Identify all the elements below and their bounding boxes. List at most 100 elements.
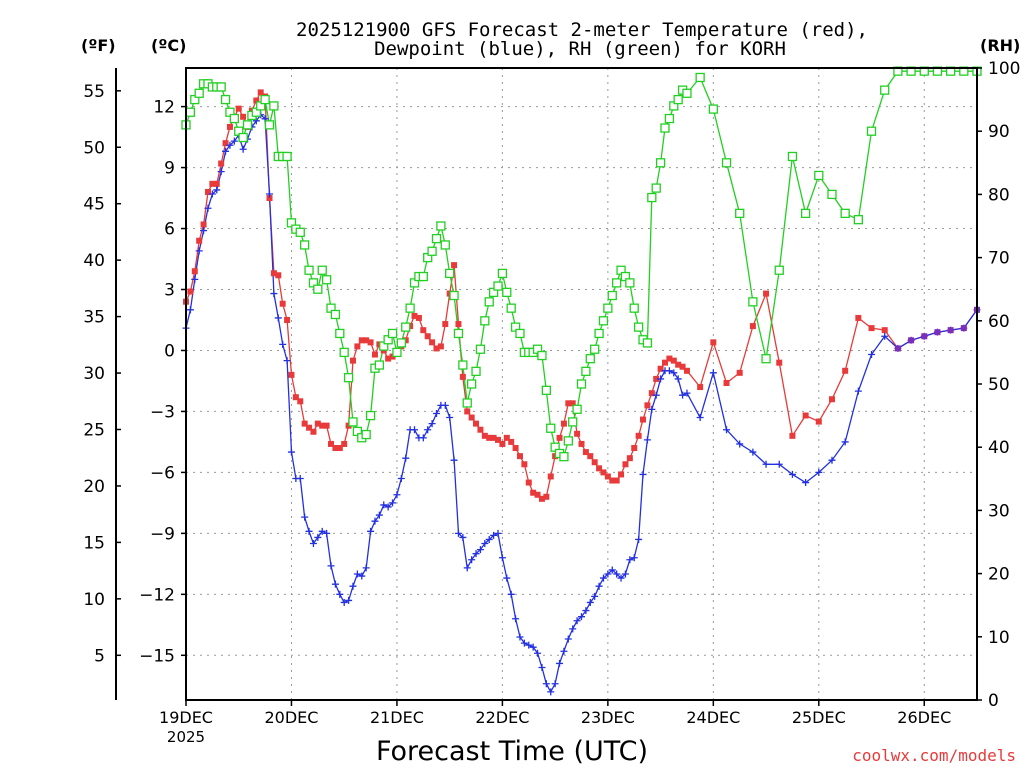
dew-point-48 xyxy=(393,491,401,499)
dew-point-114 xyxy=(683,389,691,397)
temp-point-92 xyxy=(587,453,594,460)
dew-point-59 xyxy=(441,401,449,409)
rh-point-91 xyxy=(581,366,591,377)
rh-tick-label-2: 80 xyxy=(988,185,1010,205)
temp-point-28 xyxy=(306,424,313,431)
dew-point-36 xyxy=(340,598,348,606)
rh-tick-label-3: 70 xyxy=(988,249,1010,269)
rh-tick-label-4: 60 xyxy=(988,312,1010,332)
temp-point-82 xyxy=(543,493,550,500)
dew-point-97 xyxy=(608,566,616,574)
temp-point-127 xyxy=(855,314,862,321)
rh-unit-label: (RH) xyxy=(980,36,1020,55)
temp-point-89 xyxy=(574,430,581,437)
dew-point-34 xyxy=(331,580,339,588)
rh-tick-label-8: 20 xyxy=(988,565,1010,585)
dew-point-2 xyxy=(191,275,199,283)
temp-point-85 xyxy=(556,434,563,441)
temp-point-70 xyxy=(490,434,497,441)
dew-point-92 xyxy=(586,598,594,606)
dew-point-111 xyxy=(670,369,678,377)
dew-point-100 xyxy=(621,570,629,578)
temp-point-32 xyxy=(323,422,330,429)
dew-point-4 xyxy=(200,227,208,235)
dew-point-79 xyxy=(529,643,537,651)
temp-point-25 xyxy=(292,394,299,401)
rh-point-89 xyxy=(572,404,582,414)
dew-point-64 xyxy=(463,564,471,572)
rh-series-line xyxy=(185,70,977,458)
rh-point-47 xyxy=(387,328,398,339)
dew-point-65 xyxy=(468,556,476,564)
dew-series-line xyxy=(185,113,978,694)
temp-point-110 xyxy=(666,355,673,362)
temp-point-46 xyxy=(385,355,392,362)
rh-tick-label-10: 0 xyxy=(988,691,999,711)
temp-point-34 xyxy=(332,445,339,452)
temp-point-90 xyxy=(578,440,585,447)
rh-point-20 xyxy=(269,101,279,111)
dew-point-62 xyxy=(454,529,462,537)
temp-point-39 xyxy=(354,343,361,350)
dew-point-119 xyxy=(749,448,757,456)
dew-point-29 xyxy=(309,540,317,548)
rh-point-120 xyxy=(761,354,771,364)
temp-point-125 xyxy=(828,396,835,403)
temp-point-106 xyxy=(648,390,655,397)
rh-point-71 xyxy=(493,281,503,291)
rh-point-11 xyxy=(229,113,239,124)
c-tick-label-6: −6 xyxy=(150,463,175,483)
dew-point-121 xyxy=(775,460,783,468)
temp-point-73 xyxy=(503,434,510,441)
rh-point-129 xyxy=(880,85,890,95)
temp-point-105 xyxy=(644,402,651,409)
dew-point-47 xyxy=(389,499,397,507)
rh-point-59 xyxy=(440,240,450,250)
rh-point-42 xyxy=(365,410,376,421)
temp-point-65 xyxy=(468,414,475,421)
rh-point-125 xyxy=(827,189,837,200)
chart-title-line2: Dewpoint (blue), RH (green) for KORH xyxy=(374,38,786,60)
c-tick-label-1: 9 xyxy=(164,159,175,179)
temp-point-4 xyxy=(200,221,207,228)
rh-point-74 xyxy=(506,303,516,313)
dew-point-118 xyxy=(736,440,744,448)
dew-point-94 xyxy=(595,582,603,590)
f-tick-label-1: 50 xyxy=(83,138,105,158)
dew-point-87 xyxy=(564,635,572,643)
f-tick-label-6: 25 xyxy=(83,420,105,440)
c-tick-label-7: −9 xyxy=(150,524,175,544)
f-tick-label-3: 40 xyxy=(83,251,105,271)
f-tick-label-8: 15 xyxy=(83,533,105,553)
temp-point-116 xyxy=(710,339,717,346)
dew-point-85 xyxy=(556,659,564,667)
rh-point-96 xyxy=(603,303,613,313)
temp-point-88 xyxy=(569,400,576,407)
x-tick-label-1: 20DEC xyxy=(264,708,318,727)
temp-point-36 xyxy=(341,440,348,447)
rh-point-68 xyxy=(480,316,490,326)
rh-point-101 xyxy=(625,278,635,288)
temp-point-126 xyxy=(842,367,849,374)
celsius-axis: 12 9 6 3 0 −3 −6 −9 −12 −15 xyxy=(139,98,186,666)
temp-point-7 xyxy=(213,180,220,187)
temp-point-109 xyxy=(661,359,668,366)
dew-point-30 xyxy=(314,533,322,541)
rh-tick-label-6: 40 xyxy=(988,438,1010,458)
dew-point-77 xyxy=(520,639,528,647)
temp-point-23 xyxy=(284,316,291,323)
temp-point-75 xyxy=(512,445,519,452)
fahrenheit-axis: 55 50 45 40 35 30 25 20 15 10 5 xyxy=(83,82,121,666)
dew-point-35 xyxy=(336,590,344,598)
dew-point-102 xyxy=(630,554,638,562)
dew-point-91 xyxy=(582,607,590,615)
dew-point-8 xyxy=(217,168,225,176)
temp-point-115 xyxy=(697,384,704,391)
temp-point-42 xyxy=(367,339,374,346)
dew-point-66 xyxy=(472,550,480,558)
dew-point-7 xyxy=(213,186,221,194)
temp-point-66 xyxy=(473,420,480,427)
rh-point-49 xyxy=(396,338,406,348)
c-tick-label-0: 12 xyxy=(153,98,175,118)
temp-point-97 xyxy=(609,477,616,484)
